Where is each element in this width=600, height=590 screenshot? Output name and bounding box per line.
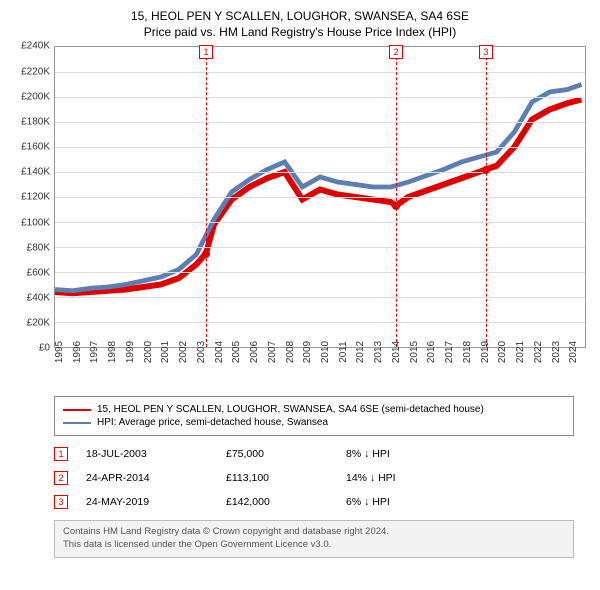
marker-line bbox=[396, 47, 397, 347]
x-tick-label: 2024 bbox=[568, 341, 600, 363]
y-tick-label: £0 bbox=[39, 343, 50, 354]
marker-point bbox=[202, 250, 210, 258]
gridline bbox=[55, 122, 585, 123]
y-tick-label: £220K bbox=[21, 66, 50, 77]
event-delta: 6% ↓ HPI bbox=[346, 496, 574, 508]
y-tick-label: £160K bbox=[21, 142, 50, 153]
chart-area: £0 £20K £40K £60K £80K £100K £120K £140K £160K £1… bbox=[10, 46, 590, 386]
event-price: £75,000 bbox=[226, 448, 346, 460]
gridline bbox=[55, 297, 585, 298]
y-tick-label: £20K bbox=[27, 318, 50, 329]
event-badge: 3 bbox=[54, 495, 68, 509]
event-row: 1 18-JUL-2003£75,0008% ↓ HPI bbox=[54, 442, 574, 466]
attribution: Contains HM Land Registry data © Crown c… bbox=[54, 520, 574, 558]
attribution-line-1: Contains HM Land Registry data © Crown c… bbox=[63, 526, 565, 539]
gridline bbox=[55, 172, 585, 173]
marker-point bbox=[392, 202, 400, 210]
event-row: 2 24-APR-2014£113,10014% ↓ HPI bbox=[54, 466, 574, 490]
event-date: 24-APR-2014 bbox=[86, 472, 226, 484]
y-tick-label: £180K bbox=[21, 116, 50, 127]
gridline bbox=[55, 222, 585, 223]
event-badge: 2 bbox=[54, 471, 68, 485]
chart-container: 15, HEOL PEN Y SCALLEN, LOUGHOR, SWANSEA… bbox=[0, 0, 600, 590]
attribution-line-2: This data is licensed under the Open Gov… bbox=[63, 539, 565, 552]
legend-item: HPI: Average price, semi-detached house,… bbox=[63, 417, 565, 428]
gridline bbox=[55, 322, 585, 323]
event-price: £142,000 bbox=[226, 496, 346, 508]
marker-line bbox=[486, 47, 487, 347]
chart-title: 15, HEOL PEN Y SCALLEN, LOUGHOR, SWANSEA… bbox=[10, 8, 590, 40]
event-date: 18-JUL-2003 bbox=[86, 448, 226, 460]
event-date: 24-MAY-2019 bbox=[86, 496, 226, 508]
y-tick-label: £140K bbox=[21, 167, 50, 178]
marker-point bbox=[482, 166, 490, 174]
gridline bbox=[55, 247, 585, 248]
event-badge: 1 bbox=[54, 447, 68, 461]
legend-label: 15, HEOL PEN Y SCALLEN, LOUGHOR, SWANSEA… bbox=[97, 404, 484, 415]
y-tick-label: £60K bbox=[27, 267, 50, 278]
title-line-2: Price paid vs. HM Land Registry's House … bbox=[10, 24, 590, 40]
title-line-1: 15, HEOL PEN Y SCALLEN, LOUGHOR, SWANSEA… bbox=[10, 8, 590, 24]
gridline bbox=[55, 97, 585, 98]
y-tick-label: £120K bbox=[21, 192, 50, 203]
marker-badge: 3 bbox=[479, 45, 493, 59]
marker-line bbox=[206, 47, 207, 347]
plot-area: 1 2 3 bbox=[54, 46, 586, 348]
y-tick-label: £200K bbox=[21, 91, 50, 102]
event-row: 3 24-MAY-2019£142,0006% ↓ HPI bbox=[54, 490, 574, 514]
event-price: £113,100 bbox=[226, 472, 346, 484]
gridline bbox=[55, 197, 585, 198]
event-delta: 14% ↓ HPI bbox=[346, 472, 574, 484]
y-tick-label: £80K bbox=[27, 242, 50, 253]
legend: 15, HEOL PEN Y SCALLEN, LOUGHOR, SWANSEA… bbox=[54, 396, 574, 436]
y-axis: £0£20K£40K£60K£80K£100K£120K£140K£160K£1… bbox=[10, 46, 54, 348]
legend-swatch bbox=[63, 422, 91, 424]
legend-swatch bbox=[63, 409, 91, 411]
event-table: 1 18-JUL-2003£75,0008% ↓ HPI 2 24-APR-2014£… bbox=[54, 442, 574, 514]
event-delta: 8% ↓ HPI bbox=[346, 448, 574, 460]
y-tick-label: £40K bbox=[27, 293, 50, 304]
x-axis: 1995199619971998199920002001200220032004… bbox=[54, 348, 586, 386]
legend-label: HPI: Average price, semi-detached house,… bbox=[97, 417, 328, 428]
gridline bbox=[55, 147, 585, 148]
legend-item: 15, HEOL PEN Y SCALLEN, LOUGHOR, SWANSEA… bbox=[63, 404, 565, 415]
marker-badge: 2 bbox=[389, 45, 403, 59]
y-tick-label: £240K bbox=[21, 41, 50, 52]
marker-badge: 1 bbox=[199, 45, 213, 59]
y-tick-label: £100K bbox=[21, 217, 50, 228]
gridline bbox=[55, 272, 585, 273]
gridline bbox=[55, 72, 585, 73]
